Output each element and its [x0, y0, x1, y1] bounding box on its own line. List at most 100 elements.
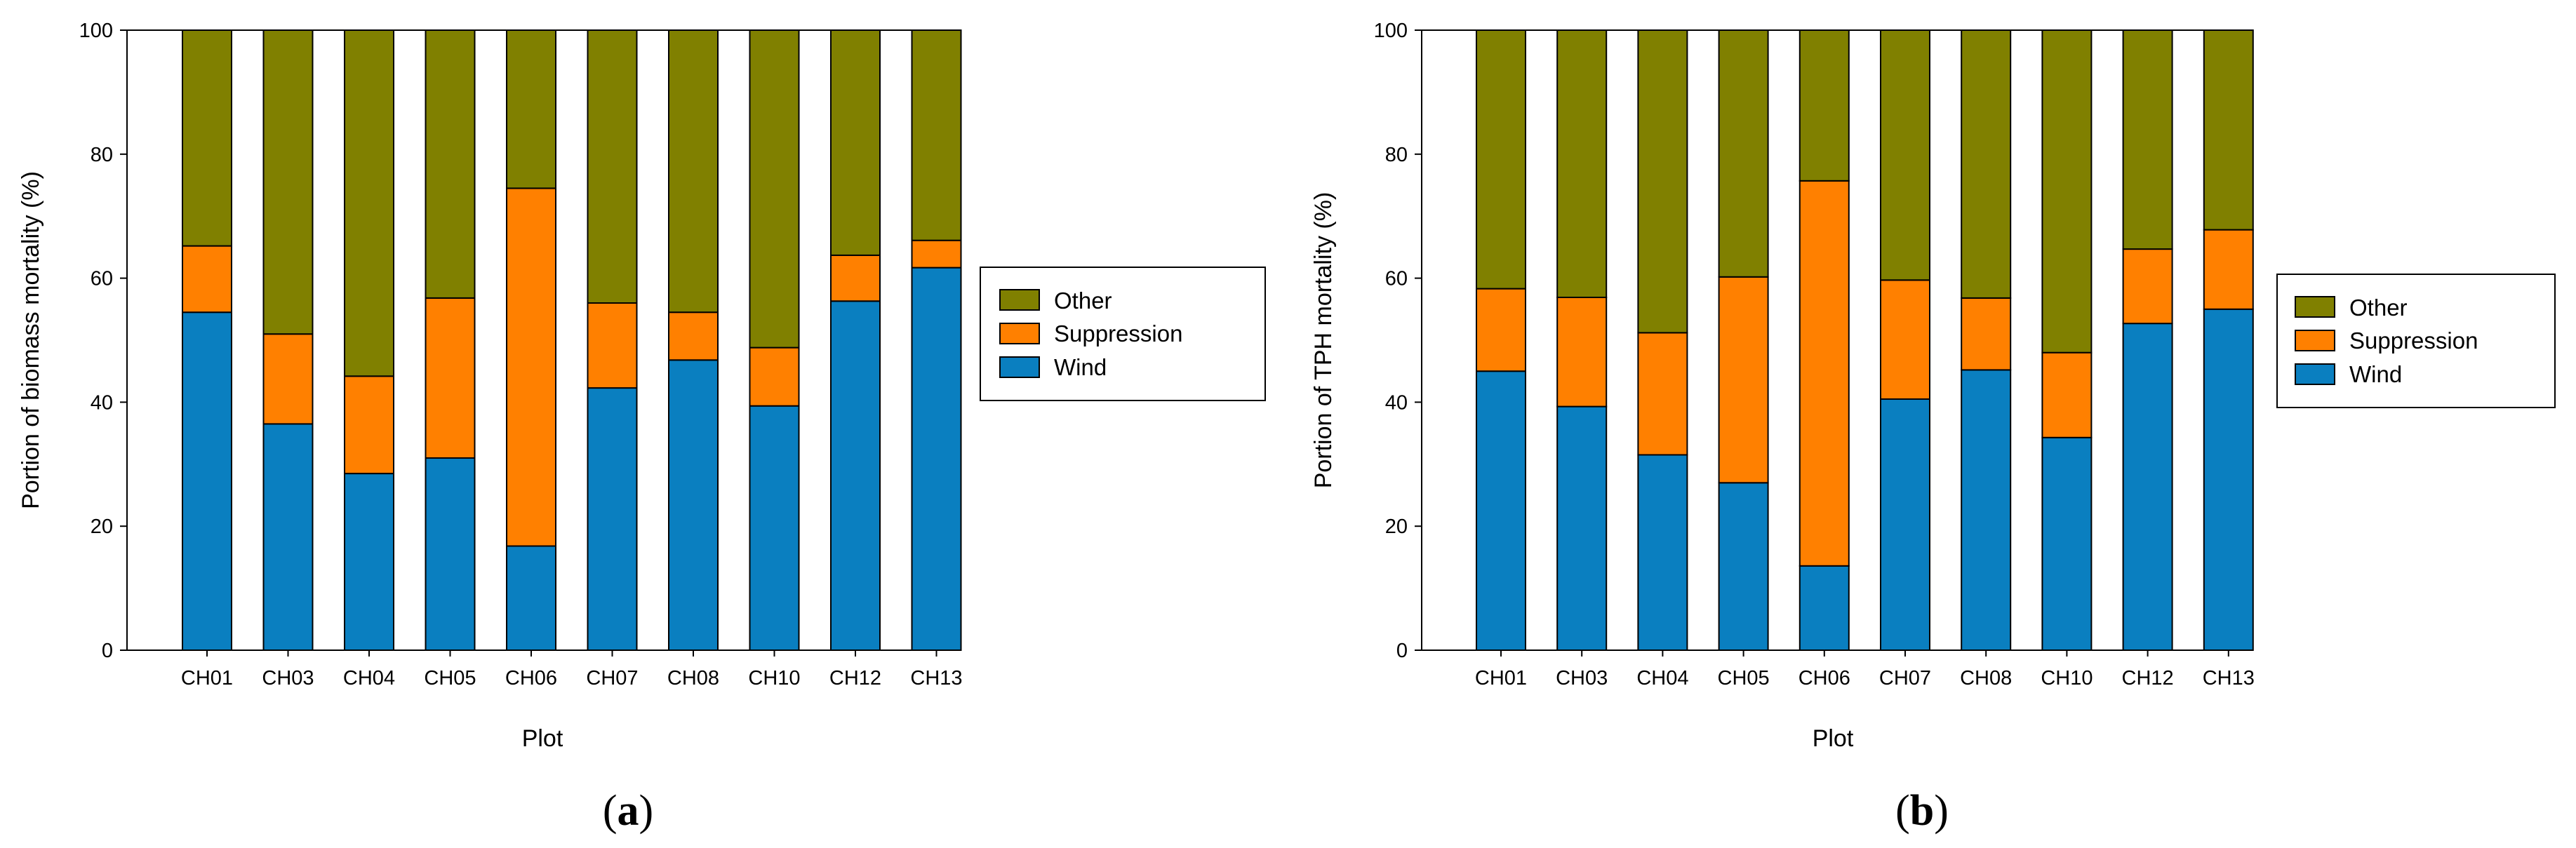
bar-other-ch12: [2122, 29, 2173, 250]
legend-swatch-wind-b: [2295, 363, 2335, 385]
x-tick-label: CH07: [586, 667, 638, 689]
x-tick-label: CH06: [1798, 667, 1850, 689]
bar-wind-ch04: [344, 473, 394, 651]
bar-suppression-ch07: [587, 302, 638, 389]
bar-suppression-ch04: [344, 375, 394, 475]
bar-other-ch13: [911, 29, 962, 241]
y-axis-ticks-a: 0 20 40 60 80 100: [79, 20, 127, 662]
bar-suppression-ch12: [2122, 248, 2173, 325]
y-axis-ticks-b: 0 20 40 60 80 100: [1374, 20, 1422, 662]
bar-other-ch04: [344, 29, 394, 377]
x-tick-label: CH07: [1879, 667, 1931, 689]
x-axis-ticks-b: CH01 CH03 CH04 CH05 CH06 CH07 CH08 CH10 CH12 CH13: [1475, 650, 2255, 689]
bar-suppression-ch06: [506, 187, 556, 547]
bar-wind-ch04: [1637, 454, 1688, 651]
bar-wind-ch12: [2122, 323, 2173, 651]
legend-label-wind-b: Wind: [2349, 361, 2402, 387]
bar-wind-ch13: [911, 267, 962, 652]
bar-wind-ch05: [425, 457, 476, 651]
bar-suppression-ch06: [1798, 180, 1850, 567]
bar-wind-ch06: [506, 545, 556, 651]
bar-suppression-ch05: [1718, 276, 1769, 484]
x-axis-ticks-a: CH01 CH03 CH04 CH05 CH06 CH07 CH08 CH10 CH12 CH13: [181, 650, 963, 689]
x-tick-label: CH01: [1475, 667, 1527, 689]
bar-other-ch08: [668, 29, 719, 314]
bars-a: [182, 29, 962, 652]
panel-label-a: (a): [603, 787, 653, 835]
bar-suppression-ch04: [1637, 332, 1688, 456]
bar-suppression-ch03: [262, 333, 314, 425]
legend-swatch-wind-a: [999, 356, 1040, 378]
y-tick-label: 20: [1385, 516, 1408, 538]
y-tick-label: 80: [1385, 144, 1408, 166]
y-tick-label: 40: [1385, 391, 1408, 414]
y-tick-label: 0: [102, 640, 113, 662]
bar-other-ch06: [506, 29, 556, 189]
bar-wind-ch13: [2203, 308, 2254, 651]
bar-suppression-ch01: [182, 245, 232, 314]
x-tick-label: CH03: [262, 667, 314, 689]
x-tick-label: CH13: [910, 667, 962, 689]
panel-label-b: (b): [1895, 787, 1949, 835]
y-tick-label: 80: [91, 144, 113, 166]
bar-other-ch05: [1718, 29, 1769, 278]
bar-wind-ch08: [1961, 369, 2012, 652]
bar-other-ch08: [1961, 29, 2012, 299]
legend-swatch-other-b: [2295, 296, 2335, 318]
legend-label-wind-a: Wind: [1054, 354, 1107, 380]
bar-wind-ch06: [1798, 565, 1850, 651]
x-axis-title-b: Plot: [1813, 725, 1854, 752]
legend-label-suppression-a: Suppression: [1054, 321, 1182, 346]
y-axis-title-a: Portion of biomass mortality (%): [18, 171, 44, 509]
bar-wind-ch07: [587, 387, 638, 651]
legend-a: Other Suppression Wind: [980, 267, 1266, 401]
bar-wind-ch08: [668, 359, 719, 651]
x-tick-label: CH12: [2122, 667, 2174, 689]
x-tick-label: CH01: [181, 667, 233, 689]
x-tick-label: CH06: [505, 667, 557, 689]
x-tick-label: CH13: [2203, 667, 2255, 689]
bar-other-ch04: [1637, 29, 1688, 334]
bar-other-ch07: [1880, 29, 1930, 281]
x-tick-label: CH04: [1636, 667, 1688, 689]
bar-wind-ch01: [1476, 370, 1526, 651]
bar-other-ch03: [262, 29, 314, 335]
legend-swatch-other-a: [999, 289, 1040, 311]
y-tick-label: 60: [1385, 268, 1408, 290]
bar-wind-ch10: [749, 405, 800, 651]
bar-suppression-ch10: [749, 346, 800, 407]
bar-wind-ch01: [182, 311, 232, 651]
y-tick-label: 20: [91, 516, 113, 538]
bar-suppression-ch03: [1556, 297, 1608, 408]
bar-other-ch10: [749, 29, 800, 349]
legend-swatch-suppression-a: [999, 323, 1040, 344]
bar-other-ch10: [2041, 29, 2093, 354]
y-axis-title-b: Portion of TPH mortality (%): [1310, 192, 1337, 489]
x-tick-label: CH05: [1718, 667, 1770, 689]
bars-b: [1476, 29, 2254, 652]
legend-swatch-suppression-b: [2295, 330, 2335, 351]
legend-label-suppression-b: Suppression: [2349, 328, 2478, 354]
bar-wind-ch05: [1718, 482, 1769, 651]
legend-label-other-b: Other: [2349, 295, 2408, 321]
bar-suppression-ch13: [2203, 229, 2254, 310]
bar-suppression-ch10: [2041, 351, 2093, 438]
bar-suppression-ch08: [668, 311, 719, 361]
bar-suppression-ch01: [1476, 288, 1526, 372]
bar-other-ch07: [587, 29, 638, 304]
bar-other-ch05: [425, 29, 476, 299]
y-tick-label: 100: [79, 20, 113, 42]
y-tick-label: 0: [1396, 640, 1408, 662]
y-tick-label: 60: [91, 268, 113, 290]
bar-suppression-ch08: [1961, 297, 2012, 371]
bar-other-ch01: [1476, 29, 1526, 290]
bar-other-ch03: [1556, 29, 1608, 298]
bar-wind-ch03: [1556, 405, 1608, 651]
bar-other-ch01: [182, 29, 232, 247]
x-tick-label: CH10: [2041, 667, 2093, 689]
x-tick-label: CH10: [748, 667, 800, 689]
bar-suppression-ch05: [425, 297, 476, 459]
x-tick-label: CH12: [829, 667, 881, 689]
